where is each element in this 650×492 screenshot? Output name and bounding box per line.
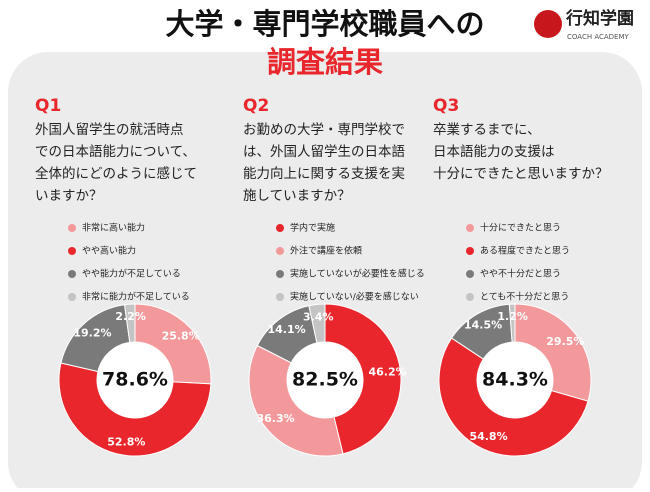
value-label: 52.8%: [107, 435, 145, 448]
value-label: 14.5%: [464, 319, 502, 332]
value-label: 29.5%: [546, 335, 584, 348]
logo-icon: [534, 10, 562, 38]
center-label: 84.3%: [482, 369, 548, 391]
question-text: 全体的にどのように感じて: [35, 165, 197, 182]
question-text: 十分にできたと思いますか？: [433, 166, 609, 182]
title-accent: 調査結果: [267, 45, 383, 79]
legend-swatch: [276, 247, 284, 255]
logo-sub: COACH ACADEMY: [567, 33, 630, 41]
question-text: お勤めの大学・専門学校で: [243, 121, 405, 138]
value-label: 46.2%: [368, 365, 406, 378]
question-text: 卒業するまでに、: [433, 122, 541, 138]
question-text: での日本語能力について、: [35, 143, 196, 160]
legend-label: 非常に高い能力: [82, 222, 145, 234]
legend-swatch: [466, 270, 474, 278]
value-label: 3.4%: [303, 310, 334, 323]
donut-center: [287, 342, 363, 418]
legend-swatch: [466, 247, 474, 255]
value-label: 14.1%: [267, 323, 305, 336]
legend-swatch: [466, 224, 474, 232]
value-label: 25.8%: [162, 330, 200, 343]
value-label: 54.8%: [469, 430, 507, 443]
donut-center: [477, 342, 553, 418]
logo-name: 行知学園: [565, 8, 634, 29]
value-label: 2.2%: [115, 310, 146, 323]
question-number: Q1: [35, 96, 61, 116]
value-label: 36.3%: [257, 412, 295, 425]
legend-label: 外注で講座を依頼: [290, 245, 362, 257]
donut-center: [97, 342, 173, 418]
question-text: 能力向上に関する支援を実: [243, 166, 405, 182]
legend-label: 実施していない/必要を感じない: [290, 291, 419, 303]
center-label: 78.6%: [102, 369, 168, 391]
question-number: Q3: [433, 96, 459, 116]
legend-label: やや高い能力: [82, 245, 136, 257]
legend-label: 非常に能力が不足している: [82, 291, 190, 303]
legend-label: ある程度できたと思う: [480, 245, 570, 257]
question-text: 日本語能力の支援は: [433, 143, 555, 160]
legend-swatch: [276, 293, 284, 301]
question-text: は、外国人留学生の日本語: [243, 143, 405, 160]
legend-swatch: [466, 293, 474, 301]
legend-swatch: [68, 224, 76, 232]
legend-label: 学内で実施: [290, 222, 335, 234]
legend-swatch: [68, 247, 76, 255]
legend-label: とても不十分だと思う: [480, 291, 569, 303]
legend-label: 実施していないが必要性を感じる: [290, 268, 425, 280]
value-label: 19.2%: [73, 327, 111, 340]
center-label: 82.5%: [292, 369, 358, 391]
pie-slice: [58, 362, 212, 457]
question-text: いますか？: [35, 188, 103, 204]
question-number: Q2: [243, 96, 269, 116]
legend-swatch: [68, 270, 76, 278]
legend-swatch: [276, 224, 284, 232]
title: 大学・専門学校職員への: [165, 7, 484, 41]
question-text: 外国人留学生の就活時点: [35, 122, 184, 138]
legend-label: やや不十分だと思う: [480, 268, 561, 280]
legend-swatch: [68, 293, 76, 301]
legend-label: やや能力が不足している: [82, 268, 181, 280]
legend-swatch: [276, 270, 284, 278]
value-label: 1.2%: [497, 310, 528, 323]
question-text: 施していますか？: [243, 188, 351, 204]
legend-label: 十分にできたと思う: [480, 222, 561, 234]
